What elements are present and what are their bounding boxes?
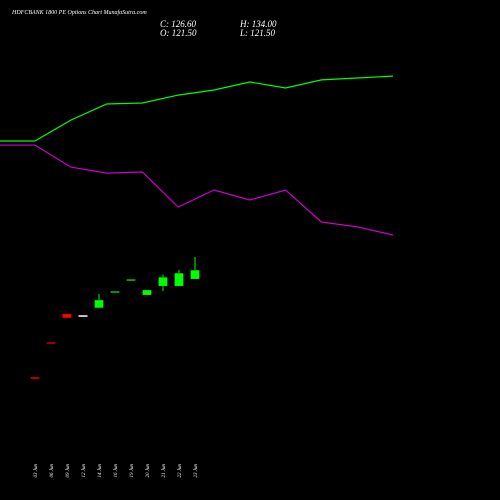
- header-low: L: 121.50: [239, 28, 276, 38]
- candle-body: [174, 272, 184, 287]
- candle-body: [30, 376, 40, 380]
- candle-body: [62, 313, 72, 319]
- indicator-line: [34, 144, 394, 236]
- x-tick-label: 06 Jun: [50, 464, 55, 478]
- candle-body: [158, 276, 168, 287]
- candle-body: [78, 315, 88, 317]
- x-tick-label: 23 Jun: [194, 464, 199, 478]
- indicator-line: [34, 75, 394, 142]
- x-tick-label: 14 Jun: [98, 464, 103, 478]
- header-open: O: 121.50: [160, 28, 197, 38]
- x-tick-label: 09 Jun: [66, 464, 71, 478]
- x-tick-label: 16 Jun: [114, 464, 119, 478]
- chart-title: HDFCBANK 1800 PE Options Chart MunafaSut…: [11, 9, 147, 16]
- candle-body: [46, 342, 56, 344]
- candle-body: [126, 279, 136, 282]
- x-tick-label: 21 Jun: [162, 464, 167, 478]
- candle-body: [142, 289, 152, 296]
- candle-body: [110, 291, 120, 293]
- header-high: H: 134.00: [239, 19, 277, 29]
- x-tick-label: 19 Jun: [130, 464, 135, 478]
- x-tick-label: 22 Jun: [178, 464, 183, 478]
- candle-body: [94, 299, 104, 309]
- x-tick-label: 03 Jun: [34, 464, 39, 478]
- candle-body: [190, 269, 200, 280]
- x-tick-label: 20 Jun: [146, 464, 151, 478]
- x-tick-label: 12 Jun: [82, 464, 87, 478]
- header-close: C: 126.60: [160, 19, 197, 29]
